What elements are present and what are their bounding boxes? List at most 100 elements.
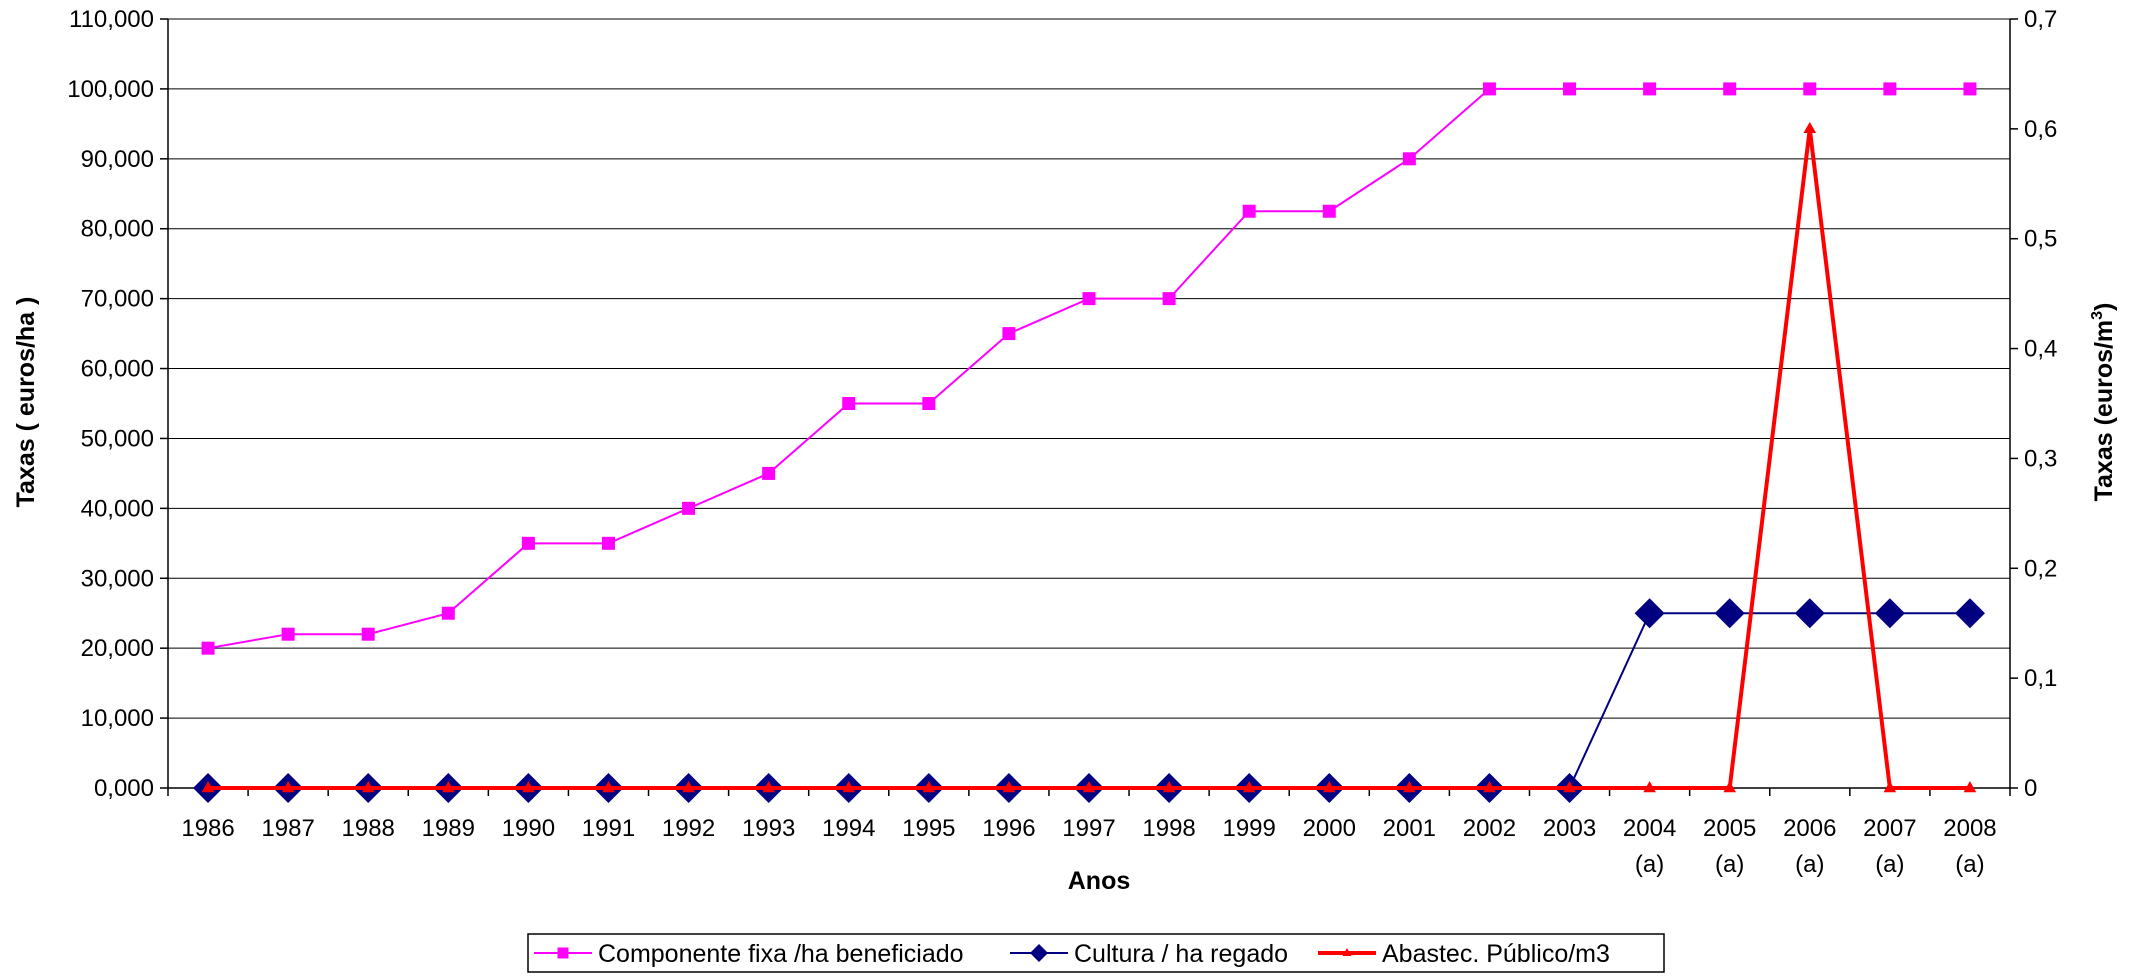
x-tick-label: 1997 (1062, 815, 1115, 842)
series-0-point (1482, 82, 1496, 96)
x-tick-label: 2000 (1303, 815, 1356, 842)
series-0-point (1242, 204, 1256, 218)
series-2-point (1162, 781, 1176, 793)
series-2-point (762, 781, 775, 793)
series-2-point (1643, 781, 1656, 793)
right-tick-label: 0,7 (2024, 6, 2057, 33)
left-tick-label: 10,000 (81, 705, 154, 732)
series-layer (193, 82, 1985, 803)
right-tick-label: 0,4 (2024, 336, 2057, 363)
series-2-point (522, 781, 535, 793)
series-0-point (521, 536, 535, 550)
left-tick-label: 0,000 (94, 775, 154, 802)
series-1-point (1634, 598, 1665, 629)
series-2-point (922, 781, 936, 793)
x-tick-label: 1995 (902, 815, 955, 842)
x-tick-label: 2003 (1543, 815, 1596, 842)
left-tick-label: 100,000 (67, 76, 154, 103)
series-0-point (281, 627, 295, 641)
x-axis-title: Anos (1068, 867, 1131, 895)
x-tick-label: 2002 (1463, 815, 1516, 842)
series-2-point (442, 781, 455, 793)
series-0-point (1082, 292, 1096, 306)
series-1-point (1794, 598, 1825, 629)
x-tick-label: 1998 (1142, 815, 1195, 842)
series-2-point (1082, 781, 1096, 793)
left-tick-label: 80,000 (81, 216, 154, 243)
x-tick-label: 2004 (1623, 815, 1676, 842)
x-tick-label: 1999 (1222, 815, 1275, 842)
series-0-point (682, 501, 696, 515)
x-tick-note: (a) (1715, 851, 1744, 878)
right-axis-title: Taxas (euros/m3) (2089, 303, 2118, 502)
series-2-point (1002, 781, 1016, 793)
series-2-point (1883, 781, 1897, 793)
series-2-point (1483, 781, 1496, 793)
x-tick-note: (a) (1875, 851, 1904, 878)
x-tick-label: 1994 (822, 815, 875, 842)
series-line-1 (208, 612, 1970, 789)
series-2-point (1322, 781, 1336, 793)
x-tick-label: 1992 (662, 815, 715, 842)
series-0-point (1162, 292, 1176, 306)
series-0-point (1402, 152, 1416, 166)
series-2-point (842, 781, 856, 793)
series-0-point (1883, 82, 1897, 96)
left-tick-label: 110,000 (69, 6, 154, 33)
right-tick-label: 0,1 (2024, 665, 2057, 692)
series-0-point (1322, 204, 1336, 218)
series-0-point (201, 641, 215, 655)
left-axis-title: Taxas ( euros/ha ) (12, 297, 40, 508)
legend-swatch-marker (1342, 948, 1352, 956)
axes-layer (160, 18, 2018, 796)
x-tick-label: 1993 (742, 815, 795, 842)
x-tick-label: 2005 (1703, 815, 1756, 842)
series-2-point (682, 781, 695, 793)
series-2-point (1403, 781, 1416, 793)
x-tick-note: (a) (1955, 851, 1984, 878)
right-tick-label: 0,2 (2024, 555, 2057, 582)
left-tick-label: 30,000 (81, 565, 154, 592)
x-tick-label: 1986 (181, 815, 234, 842)
series-0-point (922, 397, 936, 410)
series-0-point (1963, 82, 1977, 96)
series-0-point (1002, 327, 1016, 341)
series-1-point (1714, 598, 1745, 629)
legend-swatch-marker (1030, 944, 1048, 962)
legend-label: Abastec. Público/m3 (1382, 940, 1610, 968)
series-0-point (842, 397, 856, 410)
series-0-point (1563, 82, 1577, 96)
labels-layer: 0,000 10,000 20,000 30,000 40,000 50,000 60,00… (67, 6, 2057, 878)
x-tick-label: 2001 (1383, 815, 1436, 842)
series-0-point (1723, 82, 1737, 96)
right-axis-title-end: ) (2090, 303, 2118, 311)
x-tick-note: (a) (1795, 851, 1824, 878)
x-tick-label: 2007 (1863, 815, 1916, 842)
series-2-point (602, 781, 615, 793)
series-2-point (1723, 781, 1736, 793)
series-2-point (1242, 781, 1256, 793)
left-tick-label: 70,000 (81, 286, 154, 313)
series-2-point (281, 781, 295, 793)
left-tick-label: 20,000 (81, 635, 154, 662)
right-tick-label: 0 (2024, 775, 2037, 802)
legend-label: Componente fixa /ha beneficiado (598, 940, 964, 968)
series-0-point (1803, 82, 1817, 96)
right-axis-title-main: Taxas (euros/m (2090, 320, 2118, 502)
series-1-point (1954, 598, 1985, 629)
series-2-point (1803, 121, 1817, 134)
series-0-point (361, 627, 375, 641)
left-tick-label: 60,000 (81, 356, 154, 383)
series-2-point (201, 781, 215, 793)
x-tick-label: 1987 (261, 815, 314, 842)
x-tick-note: (a) (1635, 851, 1664, 878)
legend-box (527, 933, 1665, 973)
right-axis-title-superscript: 3 (2089, 311, 2106, 320)
legend-swatch-marker (557, 947, 569, 959)
series-0-point (762, 466, 776, 480)
left-tick-label: 50,000 (81, 425, 154, 452)
x-tick-label: 1989 (422, 815, 475, 842)
right-tick-label: 0,3 (2024, 445, 2057, 472)
